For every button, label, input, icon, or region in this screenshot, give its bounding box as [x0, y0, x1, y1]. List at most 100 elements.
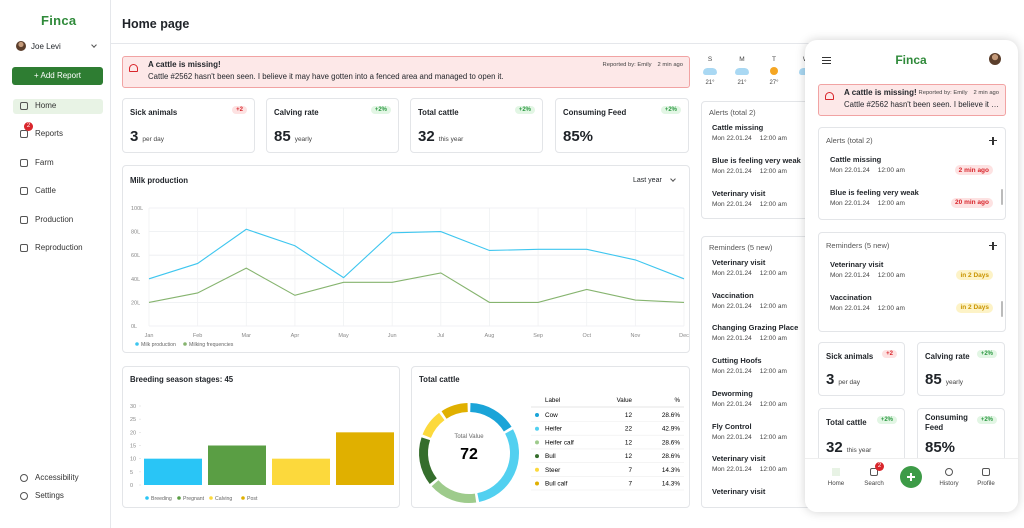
add-report-button[interactable]: + Add Report	[12, 67, 103, 85]
stat-value: 3	[826, 371, 835, 388]
page-title: Home page	[122, 17, 190, 31]
item-time: 12:00 am	[877, 167, 905, 174]
row-swatch	[535, 481, 539, 486]
alert-icon	[825, 92, 834, 100]
x-tick-label: Nov	[630, 333, 640, 339]
item-time: 12:00 am	[759, 270, 787, 277]
icon	[20, 130, 28, 139]
plus-v	[910, 473, 912, 481]
nav-item[interactable]: Cattle	[35, 186, 56, 196]
item-day: Mon 22.01.24	[830, 199, 870, 207]
y-tick-label: 40L	[131, 277, 140, 283]
panel-title: Reminders (5 new)	[709, 243, 773, 252]
item-title: Vaccination	[712, 290, 754, 300]
weather-day: M	[739, 56, 745, 63]
footer-item[interactable]: Accessibility	[35, 473, 79, 482]
item-title: Blue is feeling very weak	[712, 155, 801, 165]
stat-value: 32	[418, 128, 435, 145]
item-date: Mon 22.01.24 12:00 am	[712, 168, 787, 175]
add-button[interactable]	[900, 466, 922, 488]
alert-reporter: Reported by: Emily	[918, 90, 968, 96]
nav-item[interactable]: Home	[35, 101, 57, 110]
nav-item[interactable]: Reports	[35, 129, 64, 139]
mobile-brand: Finca	[895, 53, 927, 67]
item-date: Mon 22.01.24 12:00 am	[830, 272, 905, 279]
donut-segment	[469, 403, 512, 432]
stat-value-row: 85%	[925, 439, 955, 457]
x-tick-label: Jun	[388, 333, 397, 339]
user-name: Joe Levi	[31, 42, 61, 51]
bar	[272, 458, 330, 485]
center-value: 72	[460, 446, 478, 463]
row-percent: 14.3%	[662, 481, 680, 488]
item-title: Fly Control	[712, 421, 752, 431]
tab-label[interactable]: Search	[864, 480, 884, 487]
item-title: Cutting Hoofs	[712, 356, 762, 366]
icon	[945, 468, 953, 476]
weather-day: T	[772, 56, 776, 63]
row-label: Heifer	[545, 426, 563, 433]
period-select[interactable]: Last year	[633, 177, 662, 184]
stat-label: Sick animals	[826, 352, 874, 361]
legend-label: Post	[247, 496, 258, 502]
icon	[20, 474, 28, 482]
weather-day: S	[707, 56, 713, 63]
legend-label: Calving	[215, 496, 232, 502]
item-date: Mon 22.01.24 12:00 am	[830, 305, 905, 312]
item-day: Mon 22.01.24	[830, 167, 870, 174]
bar	[336, 432, 394, 485]
legend-swatch	[177, 496, 181, 500]
tab-label[interactable]: Profile	[977, 480, 995, 487]
donut-segment	[422, 412, 445, 439]
brand: Finca	[41, 13, 77, 28]
x-tick-label: Sep	[533, 333, 543, 339]
line-chart: 0L 20L 40L 60L 80L 100L Jan Feb Mar Apr May Jun Jul A…	[131, 206, 689, 348]
y-tick-label: 20	[130, 430, 136, 436]
footer-item[interactable]: Settings	[35, 491, 64, 500]
nav-item[interactable]: Reproduction	[35, 243, 83, 252]
nav-item[interactable]: Production	[35, 214, 74, 224]
add-icon	[992, 241, 994, 250]
x-tick-label: Apr	[291, 333, 300, 339]
stat-badge: +2	[232, 106, 247, 114]
item-title: Vaccination	[830, 292, 872, 302]
stat-value: 3	[130, 128, 139, 145]
bar	[208, 445, 266, 485]
item-date: Mon 22.01.24 12:00 am	[712, 303, 787, 310]
x-tick-label: May	[338, 333, 349, 339]
scrollbar	[1001, 301, 1003, 317]
item-date: Mon 22.01.24 12:00 am	[712, 270, 787, 277]
item-day: Mon 22.01.24	[830, 272, 870, 279]
tab-label[interactable]: History	[939, 480, 959, 487]
bar	[144, 458, 202, 485]
item-time: 12:00 am	[759, 433, 787, 441]
nav-item[interactable]: Farm	[35, 157, 54, 167]
panel-title: Reminders (5 new)	[826, 241, 890, 250]
row-label: Bull calf	[545, 481, 568, 488]
stat-value-row: 3 per day	[826, 371, 860, 389]
item-day: Mon 22.01.24	[712, 466, 752, 474]
tab-label[interactable]: Home	[827, 480, 845, 487]
item-date: Mon 22.01.24 12:00 am	[712, 434, 787, 441]
chart-card: Milk production Last year 0L 20L 40L 60L 80L 10…	[122, 165, 690, 353]
alert-message: Cattle #2562 hasn't been seen. I believe…	[148, 72, 504, 81]
alert-banner: A cattle is missing! Reported by: Emily 2 …	[122, 56, 690, 88]
weather-temp: 21°	[705, 80, 715, 86]
legend-swatch	[209, 496, 213, 500]
row-swatch	[535, 440, 539, 445]
stat-unit: this year	[846, 447, 872, 454]
item-date: Mon 22.01.24 12:00 am	[830, 167, 905, 174]
item-day: Mon 22.01.24	[712, 335, 752, 343]
y-tick-label: 5	[130, 470, 133, 476]
y-tick-label: 20L	[131, 300, 140, 306]
menu-icon	[822, 60, 831, 62]
item-title: Veterinary visit	[830, 260, 884, 269]
item-date: Mon 22.01.24 12:00 am	[712, 335, 787, 342]
icon	[20, 244, 28, 252]
item-badge: in 2 Days	[956, 302, 993, 313]
chart-card: Breeding season stages: 45 0 5 10 15 20 25 30 Br…	[122, 366, 400, 508]
stat-label: Sick animals	[130, 108, 178, 117]
item-day: Mon 22.01.24	[712, 200, 752, 208]
donut-segment	[431, 480, 477, 503]
